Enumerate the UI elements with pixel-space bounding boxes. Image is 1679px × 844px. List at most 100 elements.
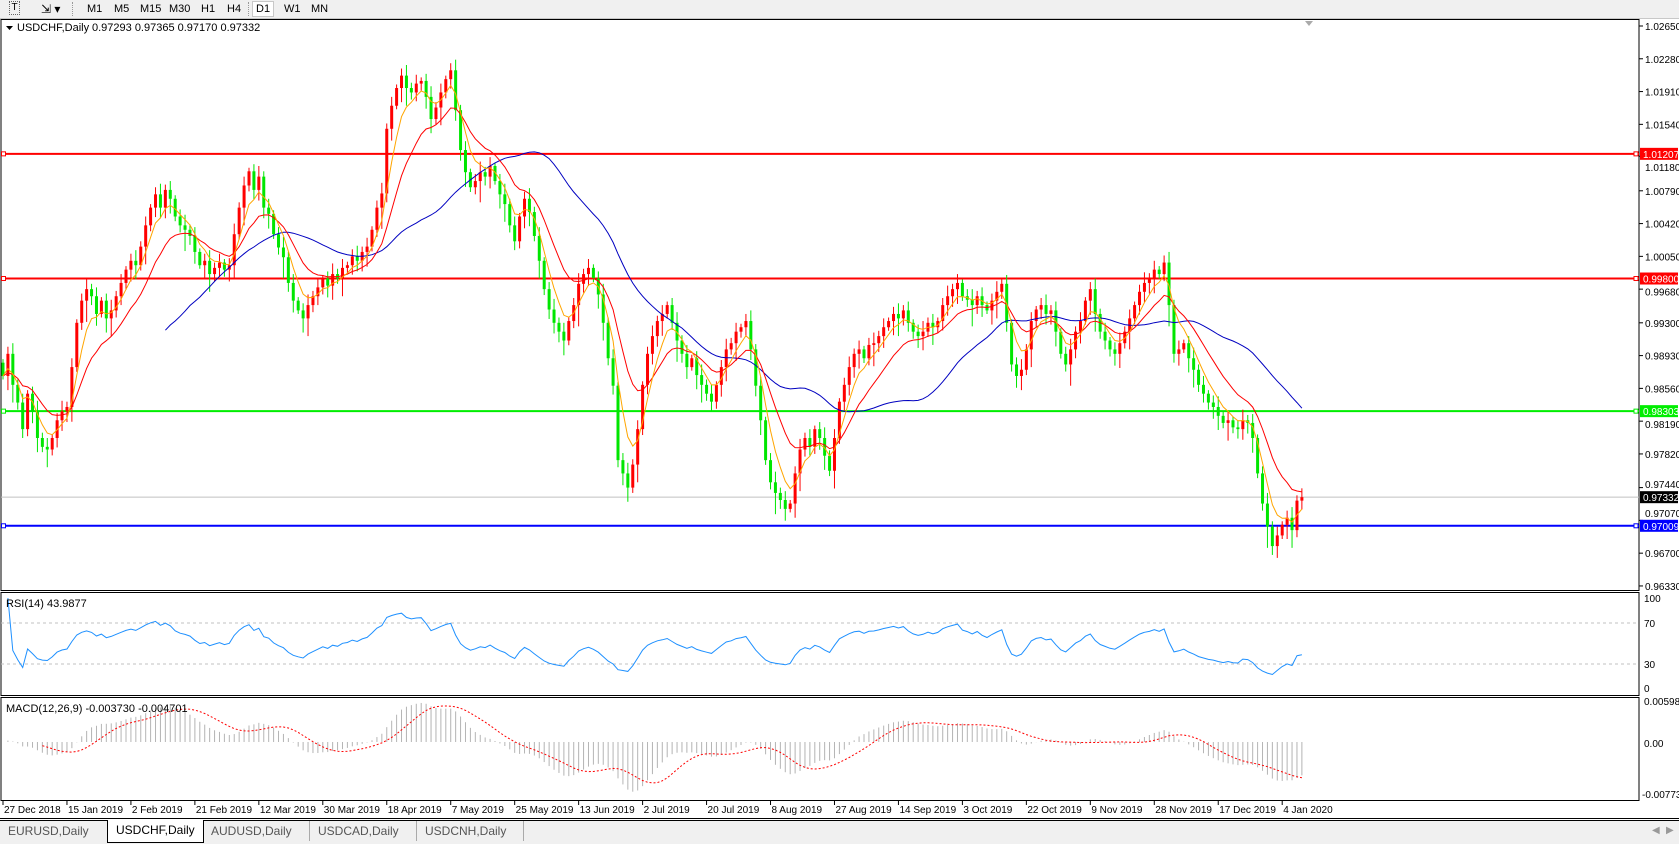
bear-candle [1059,331,1063,354]
price-axis-label: 0.98190 [1645,420,1679,431]
date-axis-label: 2 Jul 2019 [644,805,691,816]
date-axis-label: 25 May 2019 [516,805,574,816]
bear-candle [542,260,546,290]
current-price-label-bg [1640,491,1678,504]
bull-candle [655,321,659,337]
bull-candle [316,287,320,297]
bull-candle [473,181,477,188]
timeframe-mn[interactable]: MN [311,3,329,15]
bull-candle [242,185,246,208]
bear-candle [301,310,305,319]
date-axis-label: 22 Oct 2019 [1027,805,1082,816]
scroll-right-icon[interactable]: ▶ [1666,825,1674,836]
timeframe-w1[interactable]: W1 [284,3,301,15]
bear-candle [1172,305,1176,354]
bull-candle [385,128,389,194]
price-axis-label: 0.99680 [1645,288,1679,299]
price-axis-label: 0.97820 [1645,450,1679,461]
bear-candle [1015,364,1019,376]
bull-candle [631,464,635,488]
date-axis-label: 30 Mar 2019 [324,805,381,816]
toolbar-separator [72,2,74,16]
bull-candle [350,256,354,266]
tab-usdcnh[interactable]: USDCNH,Daily [417,821,524,841]
rsi-panel-frame [0,592,1640,696]
bull-candle [882,327,886,337]
rsi-level-100: 100 [1644,594,1661,605]
bull-candle [857,349,861,354]
rsi-line [7,597,1303,676]
bear-candle [773,482,777,493]
bear-candle [621,460,625,474]
date-axis-label: 7 May 2019 [452,805,505,816]
bull-candle [1280,524,1284,536]
bull-candle [1069,349,1073,365]
timeframe-m15[interactable]: M15 [140,3,162,15]
date-axis-label: 17 Dec 2019 [1219,805,1276,816]
bear-candle [1187,343,1191,359]
tab-usdchf[interactable]: USDCHF,Daily [107,820,204,843]
price-axis-label: 1.00790 [1645,187,1679,198]
bear-candle [45,446,49,450]
timeframe-h4[interactable]: H4 [227,3,242,15]
bull-candle [434,107,438,120]
bull-candle [995,291,999,301]
bear-candle [764,420,768,461]
bull-candle [306,305,310,319]
date-axis-label: 8 Aug 2019 [772,805,823,816]
price-chart[interactable]: 1.02650 1.02280 1.01910 1.01540 1.01180 1.007… [0,19,1679,819]
bear-candle [970,299,974,306]
text-tool-icon[interactable]: T [9,1,20,15]
timeframe-m5[interactable]: M5 [114,3,130,15]
bear-candle [1211,402,1215,407]
bull-candle [390,105,394,129]
bear-candle [272,213,276,235]
bear-candle [459,110,463,151]
bull-candle [842,384,846,402]
rsi-level-0: 0 [1644,684,1650,695]
chart-shift-marker-icon[interactable] [1305,21,1313,26]
timeframe-d1[interactable]: D1 [252,1,275,17]
tab-audusd[interactable]: AUDUSD,Daily [203,821,310,841]
bull-candle [739,327,743,332]
bull-candle [788,503,792,509]
timeframe-m1[interactable]: M1 [87,3,103,15]
rsi-level-70: 70 [1644,619,1656,630]
bull-candle [478,172,482,182]
bull-candle [872,343,876,345]
bear-candle [527,198,531,213]
line-handle [1,523,6,529]
bear-candle [104,300,108,319]
collapse-triangle-icon[interactable] [6,26,13,30]
hline-price-label: 1.01207 [1643,150,1679,161]
macd-signal-line [42,705,1302,784]
date-axis-label: 12 Mar 2019 [260,805,317,816]
objects-dropdown-icon[interactable]: ⇲ ▾ [41,2,61,16]
bull-candle [26,393,30,430]
scroll-left-icon[interactable]: ◀ [1652,825,1660,836]
bull-candle [523,198,527,217]
bear-candle [606,322,610,359]
date-axis-label: 14 Sep 2019 [899,805,956,816]
bear-candle [601,294,605,323]
bear-candle [960,282,964,297]
bear-candle [1201,384,1205,394]
date-axis-label: 27 Dec 2018 [4,805,61,816]
timeframe-h1[interactable]: H1 [201,3,216,15]
bear-candle [1192,358,1196,370]
timeframe-m30[interactable]: M30 [169,3,191,15]
bull-candle [321,278,325,288]
date-axis-label: 20 Jul 2019 [708,805,760,816]
bear-candle [198,251,202,266]
bear-candle [1221,415,1225,423]
bear-candle [296,300,300,311]
line-handle [1,151,6,157]
bull-candle [1019,369,1023,376]
macd-level-zero: 0.00 [1644,739,1664,750]
date-axis-label: 27 Aug 2019 [835,805,892,816]
bear-candle [823,437,827,456]
bull-candle [444,79,448,93]
bear-candle [90,289,94,297]
tab-eurusd[interactable]: EURUSD,Daily [0,821,108,841]
tab-usdcad[interactable]: USDCAD,Daily [310,821,417,841]
